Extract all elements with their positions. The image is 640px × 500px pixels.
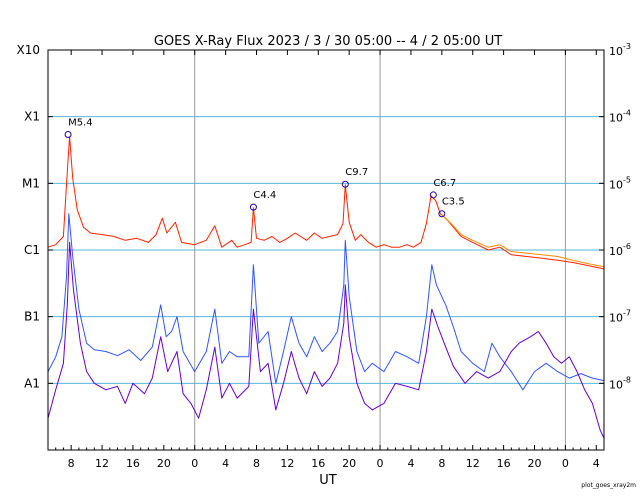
flare-label: C3.5 — [442, 197, 465, 208]
x-tick-label: 16 — [497, 457, 511, 470]
flux-label-exponent: -8 — [623, 375, 631, 384]
flare-marker — [249, 203, 257, 211]
x-tick-label: 0 — [191, 457, 198, 470]
flux-level-label: 10 -5 — [609, 175, 631, 191]
x-tick-label: 20 — [528, 457, 542, 470]
x-tick-label: 16 — [126, 457, 140, 470]
axis-layer: 8 12 16 20 0 4 8 12 16 20 0 4 8 12 16 20 0 4 A1 B1 C1 M1 X1 X10… — [17, 42, 631, 470]
x-tick-label: 8 — [253, 457, 260, 470]
class-level-label: X1 — [24, 110, 40, 124]
chart-title: GOES X-Ray Flux 2023 / 3 / 30 05:00 -- 4… — [154, 34, 502, 49]
flux-label-base: 10 — [609, 112, 623, 125]
annotation-layer: M5.4 C4.4 C9.7 C6.7 C3.5 — [64, 118, 465, 218]
x-tick-label: 16 — [311, 457, 325, 470]
series-layer — [47, 136, 605, 439]
flare-marker — [64, 131, 72, 139]
x-tick-label: 12 — [95, 457, 109, 470]
flare-marker — [341, 180, 349, 188]
x-tick-label: 20 — [157, 457, 171, 470]
flux-label-base: 10 — [609, 245, 623, 258]
x-tick-label: 8 — [68, 457, 75, 470]
class-level-label: M1 — [22, 176, 40, 190]
flux-series-line — [47, 136, 605, 270]
flux-label-exponent: -6 — [623, 242, 631, 251]
flare-marker — [429, 191, 437, 199]
flux-level-label: 10 -6 — [609, 242, 631, 258]
x-tick-label: 0 — [377, 457, 384, 470]
flare-label: C4.4 — [253, 190, 276, 201]
flux-label-base: 10 — [609, 45, 623, 58]
flux-level-label: 10 -3 — [609, 42, 631, 58]
flux-label-exponent: -4 — [623, 109, 631, 118]
x-tick-label: 0 — [562, 457, 569, 470]
x-tick-label: 20 — [342, 457, 356, 470]
flare-label: C6.7 — [433, 178, 456, 189]
flux-series-line — [441, 214, 605, 268]
x-tick-label: 4 — [593, 457, 600, 470]
x-tick-label: 8 — [438, 457, 445, 470]
class-level-label: C1 — [24, 243, 40, 257]
class-level-label: X10 — [17, 43, 41, 57]
flare-label: M5.4 — [68, 118, 93, 129]
flux-label-exponent: -5 — [623, 175, 631, 184]
x-tick-label: 12 — [280, 457, 294, 470]
flux-label-exponent: -3 — [623, 42, 631, 51]
flux-level-label: 10 -4 — [609, 109, 631, 125]
plot-credit: plot_goes_xray2m — [581, 482, 636, 489]
flux-level-label: 10 -8 — [609, 375, 631, 391]
flux-label-base: 10 — [609, 378, 623, 391]
x-tick-label: 4 — [407, 457, 414, 470]
x-axis-label: UT — [319, 473, 337, 488]
flux-label-base: 10 — [609, 312, 623, 325]
x-tick-label: 4 — [222, 457, 229, 470]
flare-marker — [438, 210, 446, 218]
x-tick-label: 12 — [466, 457, 480, 470]
flare-label: C9.7 — [345, 167, 368, 178]
grid-layer — [48, 50, 604, 450]
flux-series-line — [47, 213, 605, 391]
class-level-label: A1 — [24, 376, 40, 390]
flux-level-label: 10 -7 — [609, 309, 631, 325]
class-level-label: B1 — [24, 310, 40, 324]
flux-label-exponent: -7 — [623, 309, 631, 318]
flux-series-line — [47, 241, 605, 439]
flux-label-base: 10 — [609, 178, 623, 191]
